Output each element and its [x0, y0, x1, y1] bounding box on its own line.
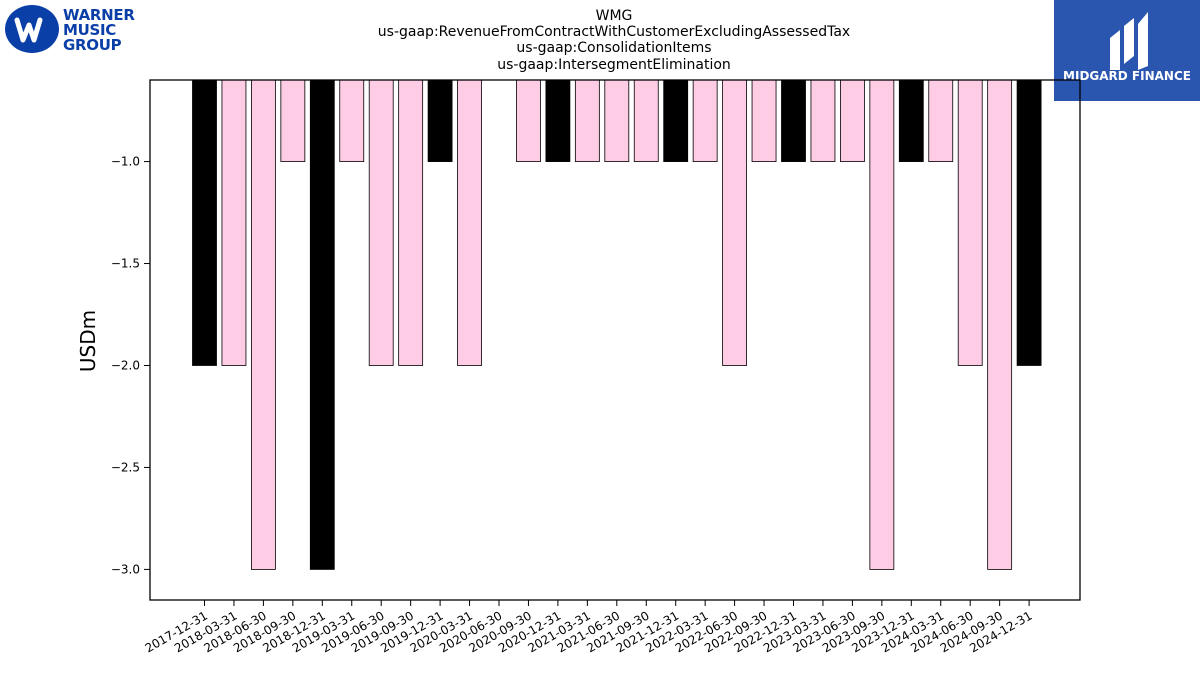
midgard-logo-text: MIDGARD FINANCE — [1063, 69, 1191, 83]
y-axis-label: USDm — [76, 310, 100, 372]
bar-2017-12-31 — [192, 79, 217, 366]
y-tick-label: −2.0 — [111, 358, 140, 372]
y-tick-label: −3.0 — [111, 562, 140, 576]
wmg-logo-line-3: GROUP — [63, 36, 122, 54]
bars-group — [192, 79, 1042, 570]
bar-2022-03-31 — [692, 79, 718, 162]
chart-title-line-4: us-gaap:IntersegmentElimination — [497, 57, 731, 73]
y-tick-label: −2.5 — [111, 460, 140, 474]
bar-2024-06-30 — [957, 79, 983, 366]
x-axis-ticks: 2017-12-312018-03-312018-06-302018-09-30… — [143, 600, 1035, 655]
bar-2023-12-31 — [898, 79, 924, 162]
bar-2019-12-31 — [427, 79, 453, 162]
bar-2019-03-31 — [339, 79, 365, 162]
bar-2018-09-30 — [280, 79, 306, 162]
wmg-logo-line-1: WARNER — [63, 6, 135, 24]
chart-title: WMG us-gaap:RevenueFromContractWithCusto… — [378, 8, 850, 73]
y-tick-label: −1.5 — [111, 257, 140, 271]
bar-2022-12-31 — [781, 79, 806, 162]
bar-2024-12-31 — [1016, 79, 1042, 366]
y-tick-label: −1.0 — [111, 155, 140, 169]
bar-2021-03-31 — [574, 79, 600, 162]
bar-2023-09-30 — [869, 79, 895, 570]
bar-2018-12-31 — [309, 79, 335, 570]
bar-2018-03-31 — [221, 79, 247, 366]
bar-2023-06-30 — [840, 79, 865, 162]
bar-2022-09-30 — [751, 79, 777, 162]
bar-2020-12-31 — [545, 79, 571, 162]
bar-2024-09-30 — [987, 79, 1013, 570]
wmg-logo-w-glyph — [14, 17, 43, 43]
bar-2019-06-30 — [368, 79, 394, 366]
bar-2022-06-30 — [722, 79, 747, 366]
warner-music-group-logo: WARNER MUSIC GROUP — [5, 5, 136, 54]
bar-2020-09-30 — [516, 79, 541, 162]
midgard-logo-mark-icon — [1110, 12, 1148, 70]
chart-title-line-2: us-gaap:RevenueFromContractWithCustomerE… — [378, 24, 850, 40]
bar-2021-12-31 — [663, 79, 689, 162]
bar-2021-06-30 — [604, 79, 630, 162]
bar-2021-09-30 — [633, 79, 659, 162]
bar-2024-03-31 — [928, 79, 954, 162]
chart-title-line-1: WMG — [596, 8, 633, 24]
bar-2023-03-31 — [810, 79, 836, 162]
wmg-logo-line-2: MUSIC — [63, 21, 116, 39]
chart-title-line-3: us-gaap:ConsolidationItems — [516, 40, 711, 56]
y-axis-ticks: −1.0 −1.5 −2.0 −2.5 −3.0 — [111, 155, 150, 576]
bar-2020-03-31 — [457, 79, 482, 366]
plot-frame — [149, 79, 1081, 601]
bar-2019-09-30 — [398, 79, 424, 366]
midgard-finance-logo: MIDGARD FINANCE — [1054, 0, 1200, 101]
bar-2018-06-30 — [250, 79, 276, 570]
